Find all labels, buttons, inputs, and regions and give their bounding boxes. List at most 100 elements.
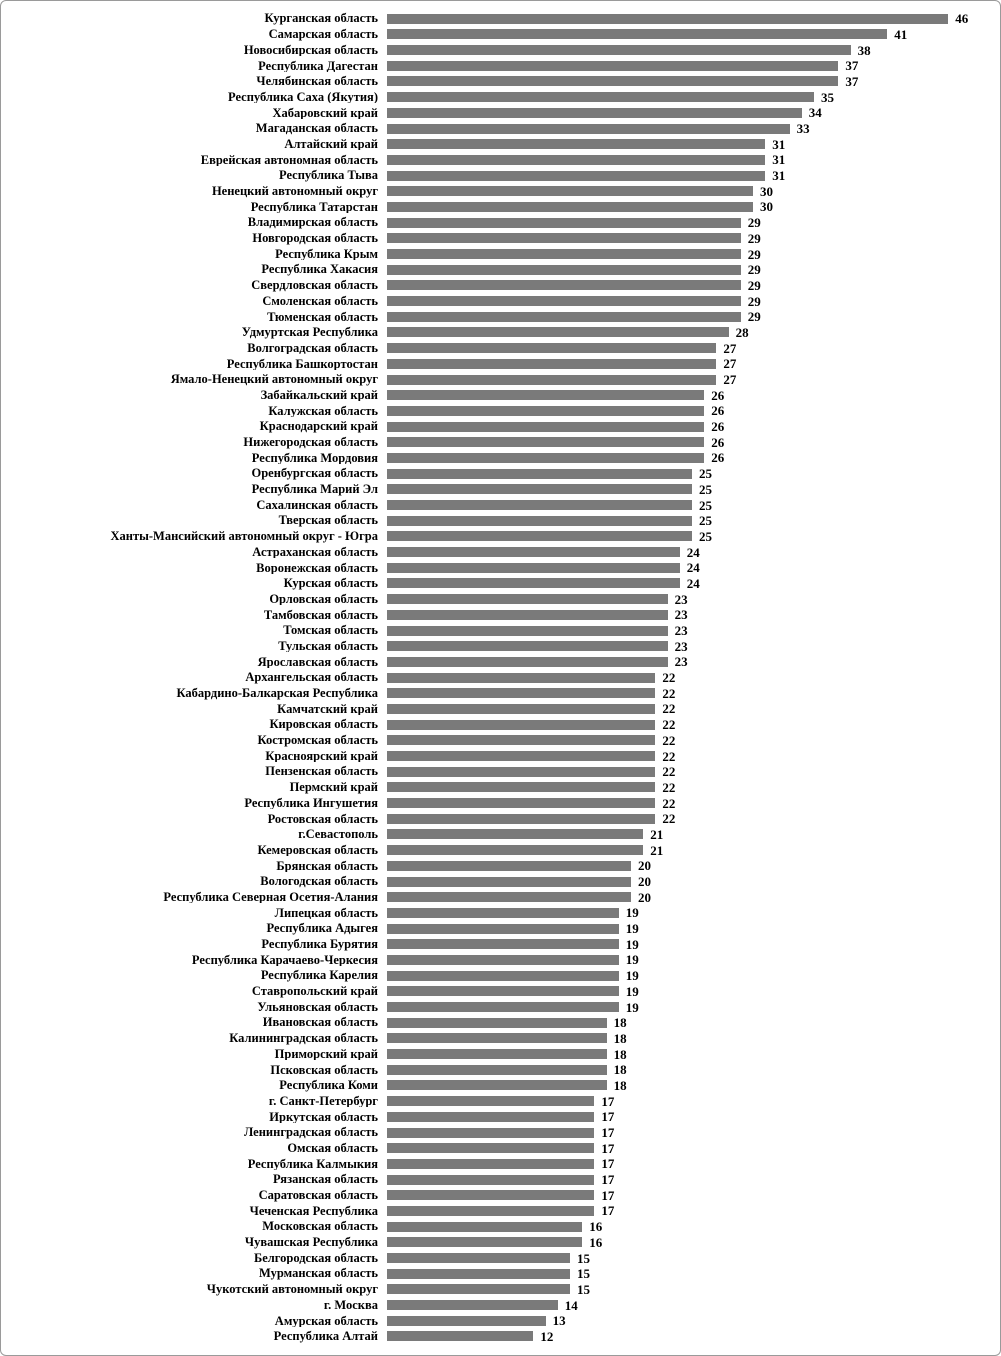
bar xyxy=(387,1033,607,1044)
category-label: Кировская область xyxy=(269,718,378,731)
category-label: Амурская область xyxy=(274,1314,378,1327)
category-label: Оренбургская область xyxy=(251,467,378,480)
bar-area: 23 xyxy=(387,639,1000,654)
chart-row: Тверская область 25 xyxy=(1,513,1000,528)
value-label: 18 xyxy=(613,1015,627,1031)
chart-row: Вологодская область 20 xyxy=(1,874,1000,889)
category-label: Республика Северная Осетия-Алания xyxy=(163,890,378,904)
bar xyxy=(387,201,753,212)
category-label: Челябинская область xyxy=(256,75,378,88)
value-label: 29 xyxy=(747,230,761,246)
chart-row: Амурская область 13 xyxy=(1,1313,1000,1328)
category-label: Кемеровская область xyxy=(257,843,378,857)
chart-row: Республика Татарстан 30 xyxy=(1,199,1000,214)
value-label: 27 xyxy=(723,372,737,387)
category-label: Ненецкий автономный округ xyxy=(211,185,378,198)
bar xyxy=(387,1064,607,1075)
value-label: 17 xyxy=(601,1172,615,1188)
bar-area: 21 xyxy=(387,827,1000,842)
bar xyxy=(387,170,766,181)
value-label: 17 xyxy=(601,1093,615,1109)
category-label: Ставропольский край xyxy=(251,985,378,998)
bar-area: 22 xyxy=(387,764,1000,779)
bar-area: 38 xyxy=(387,42,1000,57)
category-label: Приморский край xyxy=(274,1047,378,1061)
bar xyxy=(387,1096,595,1107)
bar xyxy=(387,437,705,448)
bar-area: 17 xyxy=(387,1188,1000,1203)
bar-area: 29 xyxy=(387,231,1000,246)
value-label: 34 xyxy=(808,105,822,121)
value-label: 24 xyxy=(686,575,700,591)
chart-row: Самарская область 41 xyxy=(1,27,1000,42)
chart-row: Астраханская область 24 xyxy=(1,544,1000,559)
chart-row: Костромская область 22 xyxy=(1,733,1000,748)
chart-row: Московская область 16 xyxy=(1,1219,1000,1234)
bar-area: 35 xyxy=(387,89,1000,104)
category-label: Новосибирская область xyxy=(243,43,378,57)
chart-row: Республика Алтай 12 xyxy=(1,1329,1000,1344)
value-label: 33 xyxy=(796,121,810,136)
category-label: Ханты-Мансийский автономный округ - Югра xyxy=(110,530,379,543)
bar xyxy=(387,1253,570,1263)
category-label: Астраханская область xyxy=(252,545,378,559)
bar xyxy=(387,1080,607,1091)
category-label: г. Москва xyxy=(323,1298,378,1312)
bar-area: 30 xyxy=(387,199,1000,214)
chart-row: Республика Крым 29 xyxy=(1,246,1000,261)
value-label: 16 xyxy=(589,1234,603,1250)
category-label: Калужская область xyxy=(268,404,378,418)
value-label: 35 xyxy=(821,89,834,105)
chart-row: Республика Калмыкия 17 xyxy=(1,1156,1000,1171)
bar-area: 12 xyxy=(387,1329,1000,1344)
bar-area: 13 xyxy=(387,1313,1000,1328)
chart-row: Оренбургская область 25 xyxy=(1,466,1000,481)
category-label: Республика Хакасия xyxy=(261,263,378,276)
chart-row: Калужская область 26 xyxy=(1,403,1000,418)
chart-row: Омская область 17 xyxy=(1,1141,1000,1156)
value-label: 30 xyxy=(760,183,773,199)
chart-row: Кировская область 22 xyxy=(1,717,1000,732)
value-label: 31 xyxy=(772,136,786,152)
value-label: 25 xyxy=(699,481,712,497)
bar xyxy=(387,1284,570,1295)
bar-area: 22 xyxy=(387,811,1000,826)
bar-area: 29 xyxy=(387,246,1000,261)
category-label: Архангельская область xyxy=(245,671,378,684)
chart-row: Пермский край 22 xyxy=(1,780,1000,795)
chart-row: Чеченская Республика 17 xyxy=(1,1203,1000,1218)
value-label: 20 xyxy=(638,874,651,889)
bar-area: 31 xyxy=(387,168,1000,183)
bar-area: 17 xyxy=(387,1203,1000,1218)
category-label: Курганская область xyxy=(264,12,378,25)
value-label: 14 xyxy=(564,1297,578,1313)
value-label: 21 xyxy=(650,842,664,858)
bar xyxy=(387,45,851,56)
chart-row: Курганская область 46 xyxy=(1,11,1000,26)
bar-area: 22 xyxy=(387,795,1000,810)
bar xyxy=(387,656,668,667)
bar-area: 27 xyxy=(387,356,1000,371)
bar xyxy=(387,1237,583,1248)
category-label: Республика Марий Эл xyxy=(251,483,378,496)
value-label: 19 xyxy=(625,968,639,984)
bar-area: 17 xyxy=(387,1125,1000,1140)
category-label: Удмуртская Республика xyxy=(241,326,378,339)
bar xyxy=(387,264,741,275)
bar-area: 24 xyxy=(387,544,1000,559)
bar xyxy=(387,829,644,840)
chart-row: Сахалинская область 25 xyxy=(1,497,1000,512)
value-label: 22 xyxy=(662,685,676,701)
chart-row: Липецкая область 19 xyxy=(1,905,1000,920)
category-label: Ямало-Ненецкий автономный округ xyxy=(170,373,378,386)
category-label: Республика Бурятия xyxy=(261,938,378,951)
bar xyxy=(387,892,631,903)
bar-area: 17 xyxy=(387,1156,1000,1171)
category-label: Вологодская область xyxy=(260,875,378,888)
chart-row: Республика Ингушетия 22 xyxy=(1,795,1000,810)
value-label: 13 xyxy=(552,1313,566,1329)
category-label: Магаданская область xyxy=(255,122,378,135)
bar-area: 15 xyxy=(387,1266,1000,1281)
value-label: 38 xyxy=(857,42,871,58)
chart-row: Республика Хакасия 29 xyxy=(1,262,1000,277)
